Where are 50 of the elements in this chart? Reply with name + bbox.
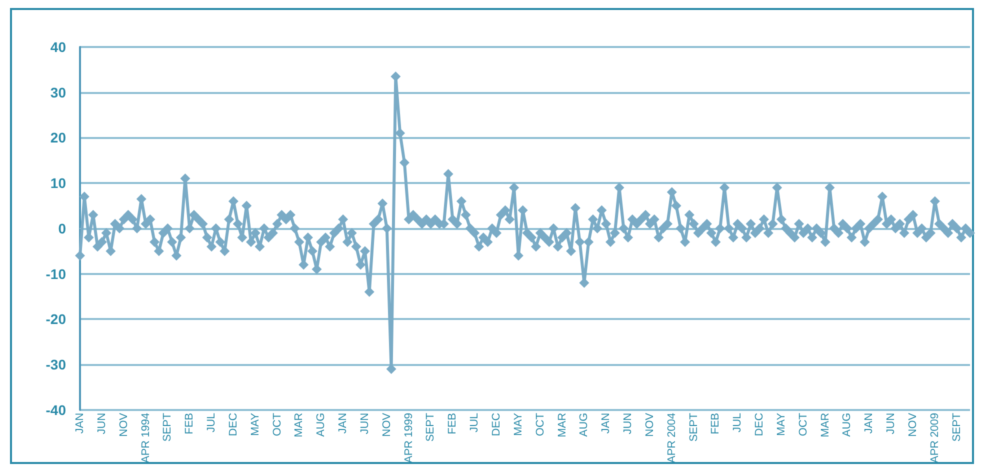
y-tick-label: -40 [46, 402, 66, 418]
y-tick-label: 30 [50, 84, 66, 100]
x-tick-label: SEPT [162, 412, 174, 442]
x-tick-label: JUN [358, 412, 371, 434]
y-tick-label: -30 [46, 356, 66, 372]
x-tick-label: SEPT [950, 412, 963, 442]
x-tick-label: NOV [644, 412, 656, 437]
x-tick-label: APR 2004 [666, 412, 678, 464]
x-tick-label: JUL [206, 412, 218, 432]
y-tick-label: -10 [46, 266, 66, 282]
x-tick-label: FEB [184, 412, 196, 434]
y-tick-label: 0 [58, 220, 66, 236]
x-tick-label: JUL [732, 412, 744, 432]
x-tick-label: JUN [885, 412, 898, 434]
x-tick-label: OCT [797, 412, 810, 436]
x-tick-label: MAR [819, 412, 832, 438]
x-tick-label: APR 1994 [140, 412, 152, 464]
x-tick-label: MAR [293, 412, 306, 438]
y-tick-label: 20 [50, 130, 66, 146]
y-tick-label: -20 [46, 311, 66, 328]
x-tick-label: APR 1999 [402, 412, 415, 464]
x-tick-label: MAR [556, 412, 568, 438]
x-tick-label: JUL [468, 412, 481, 432]
x-tick-label: SEPT [688, 412, 700, 442]
x-tick-label: FEB [710, 412, 722, 434]
x-tick-label: JAN [337, 412, 350, 434]
x-tick-label: SEPT [424, 412, 437, 442]
x-tick-label: AUG [315, 412, 328, 437]
x-tick-label: DEC [227, 412, 240, 436]
x-tick-label: DEC [754, 412, 766, 436]
x-tick-label: JUN [96, 412, 108, 434]
x-tick-label: JAN [600, 412, 612, 434]
y-tick-label: 10 [50, 175, 66, 192]
x-tick-label: FEB [446, 412, 459, 434]
x-tick-label: JAN [863, 412, 876, 434]
x-tick-label: OCT [534, 412, 546, 436]
x-tick-label: OCT [271, 412, 284, 436]
x-tick-label: MAY [249, 412, 262, 436]
x-tick-label: NOV [118, 412, 130, 437]
x-tick-label: AUG [578, 412, 590, 437]
x-tick-label: MAY [512, 412, 524, 436]
x-tick-label: APR 2009 [928, 412, 941, 464]
x-tick-label: JAN [74, 412, 86, 434]
x-tick-label: AUG [841, 412, 854, 437]
x-tick-label: JUN [622, 412, 634, 434]
x-tick-label: DEC [490, 412, 503, 436]
x-tick-label: NOV [380, 412, 393, 437]
x-tick-label: NOV [907, 412, 920, 437]
x-tick-label: MAY [775, 412, 788, 436]
y-tick-label: 40 [50, 39, 66, 55]
